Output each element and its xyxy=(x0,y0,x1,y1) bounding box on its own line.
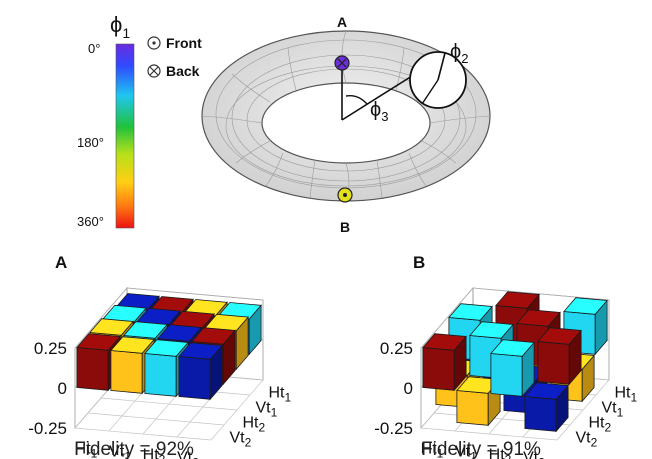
colorbar-gradient xyxy=(115,43,135,229)
z-tick-label: 0.25 xyxy=(34,339,67,358)
legend: Front Back xyxy=(147,35,202,79)
point-b-front-marker-icon xyxy=(337,187,353,203)
panel-title: B xyxy=(413,253,425,272)
bar-2-4 xyxy=(537,327,582,386)
z-tick-label: 0.25 xyxy=(380,339,413,358)
z-tick-label: 0 xyxy=(58,379,67,398)
floor-grid-line xyxy=(556,379,610,441)
bar-front-face xyxy=(144,353,177,397)
bar-top-face xyxy=(469,321,514,339)
y-axis-label: Vt2 xyxy=(230,430,252,450)
bar-top-face xyxy=(537,327,582,345)
panel-title: A xyxy=(55,253,67,272)
x-axis-label: Vt2 xyxy=(523,450,545,459)
phi2-radius-line-2 xyxy=(421,79,439,105)
y-axis-label: Vt1 xyxy=(256,400,278,420)
bar-4-4 xyxy=(563,297,608,356)
x-axis-label: Vt2 xyxy=(177,450,199,459)
legend-back-label: Back xyxy=(166,63,200,79)
bar-top-face xyxy=(490,339,535,357)
x-axis-label: Vt1 xyxy=(455,444,477,459)
x-axis-label: Vt1 xyxy=(109,444,131,459)
phi3-label: ϕ3 xyxy=(370,99,388,124)
point-b-label: B xyxy=(340,219,350,235)
z-tick-label: 0 xyxy=(404,379,413,398)
bar-top-face xyxy=(89,318,134,336)
front-dot-icon xyxy=(147,36,161,50)
bar-1-4 xyxy=(178,342,223,401)
point-a-back-marker-icon xyxy=(334,55,350,71)
bar-front-face xyxy=(110,350,143,394)
colorbar-phi-symbol: ϕ1 xyxy=(110,12,130,41)
bar-1-3 xyxy=(490,339,535,398)
bar-top-face xyxy=(110,336,155,354)
y-axis-label: Ht2 xyxy=(243,415,266,435)
bar-top-face xyxy=(178,342,223,360)
point-a-label: A xyxy=(337,14,347,30)
fidelity-a: Fidelity = 92% xyxy=(74,439,194,459)
bar-front-face xyxy=(537,341,570,385)
phi3-arc xyxy=(345,94,368,105)
bar-front-face xyxy=(456,390,489,426)
bar-top-face xyxy=(516,309,561,327)
density-matrix-chart-a: 0.250-0.25AHt1Vt1Ht2Vt2Vt2Ht2Vt1Ht1 xyxy=(28,253,291,459)
bar-top-face xyxy=(144,339,189,357)
bar-top-face xyxy=(76,333,121,351)
x-axis-label: Ht1 xyxy=(75,441,98,459)
phi2-radius-line xyxy=(437,52,446,81)
fidelity-b: Fidelity = 91% xyxy=(421,439,541,459)
bar-top-face xyxy=(448,303,493,321)
bar-top-face xyxy=(563,297,608,315)
bar-1-1 xyxy=(422,333,467,392)
y-axis-label: Ht1 xyxy=(615,385,638,405)
bar-top-face xyxy=(495,291,540,309)
legend-front-label: Front xyxy=(166,35,202,51)
torus-diagram: ϕ3 ϕ2 A B xyxy=(201,14,491,235)
bar-top-face xyxy=(157,324,202,342)
bar-top-face xyxy=(422,333,467,351)
bar-top-face xyxy=(524,382,569,400)
x-axis-label: Ht2 xyxy=(489,447,512,459)
z-tick-label: -0.25 xyxy=(28,419,67,438)
back-cross-icon xyxy=(147,64,161,78)
wall-gridline xyxy=(420,287,610,349)
x-axis-label: Ht1 xyxy=(421,441,444,459)
bar-front-face xyxy=(422,347,455,391)
bar-top-face xyxy=(123,321,168,339)
z-tick-label: -0.25 xyxy=(374,419,413,438)
y-axis-label: Vt2 xyxy=(576,430,598,450)
bar-top-face xyxy=(191,327,236,345)
y-axis-label: Vt1 xyxy=(602,400,624,420)
bar-front-face xyxy=(524,396,557,432)
colorbar-tick-0: 0° xyxy=(88,41,100,56)
bar-1-4 xyxy=(524,382,569,433)
x-axis-label: Ht2 xyxy=(143,447,166,459)
wall-gridline xyxy=(74,287,264,349)
phi3-radius-line xyxy=(341,75,413,121)
y-axis-label: Ht1 xyxy=(269,385,292,405)
bar-front-face xyxy=(76,347,109,391)
bar-front-face xyxy=(490,353,523,397)
colorbar-tick-180: 180° xyxy=(77,135,104,150)
density-matrix-chart-b: 0.250-0.25BHt1Vt1Ht2Vt2Vt2Ht2Vt1Ht1 xyxy=(374,253,637,459)
floor-grid-line xyxy=(210,379,264,441)
floor-grid-line xyxy=(100,397,238,411)
bar-front-face xyxy=(178,356,211,400)
colorbar: ϕ1 0° 180° 360° xyxy=(77,12,135,229)
y-axis-label: Ht2 xyxy=(589,415,612,435)
phi2-label: ϕ2 xyxy=(450,41,468,66)
colorbar-tick-360: 360° xyxy=(77,214,104,229)
